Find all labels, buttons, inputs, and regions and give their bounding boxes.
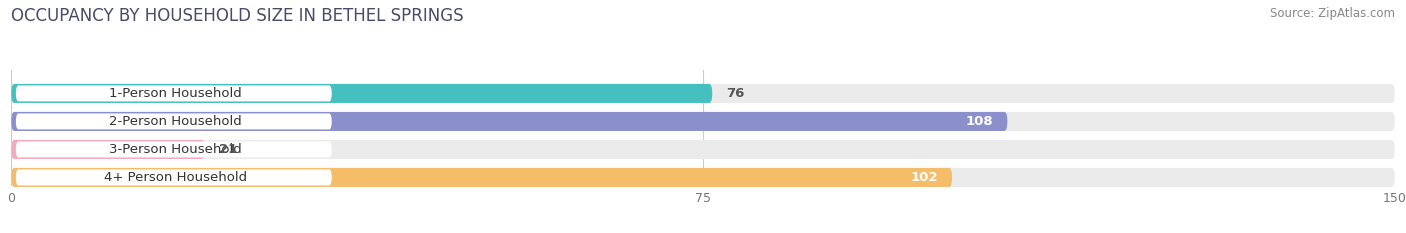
Text: OCCUPANCY BY HOUSEHOLD SIZE IN BETHEL SPRINGS: OCCUPANCY BY HOUSEHOLD SIZE IN BETHEL SP… bbox=[11, 7, 464, 25]
Text: 108: 108 bbox=[966, 115, 994, 128]
Text: 21: 21 bbox=[219, 143, 238, 156]
Text: 102: 102 bbox=[911, 171, 938, 184]
Text: 76: 76 bbox=[725, 87, 744, 100]
Text: 2-Person Household: 2-Person Household bbox=[108, 115, 242, 128]
FancyBboxPatch shape bbox=[11, 140, 205, 159]
FancyBboxPatch shape bbox=[15, 113, 332, 129]
FancyBboxPatch shape bbox=[15, 86, 332, 101]
FancyBboxPatch shape bbox=[15, 141, 332, 158]
FancyBboxPatch shape bbox=[11, 112, 1007, 131]
FancyBboxPatch shape bbox=[11, 84, 713, 103]
Text: 4+ Person Household: 4+ Person Household bbox=[104, 171, 247, 184]
FancyBboxPatch shape bbox=[15, 169, 332, 185]
Text: 3-Person Household: 3-Person Household bbox=[108, 143, 242, 156]
Text: 1-Person Household: 1-Person Household bbox=[108, 87, 242, 100]
Text: Source: ZipAtlas.com: Source: ZipAtlas.com bbox=[1270, 7, 1395, 20]
FancyBboxPatch shape bbox=[11, 140, 1395, 159]
FancyBboxPatch shape bbox=[11, 84, 1395, 103]
FancyBboxPatch shape bbox=[11, 168, 952, 187]
FancyBboxPatch shape bbox=[11, 168, 1395, 187]
FancyBboxPatch shape bbox=[11, 112, 1395, 131]
